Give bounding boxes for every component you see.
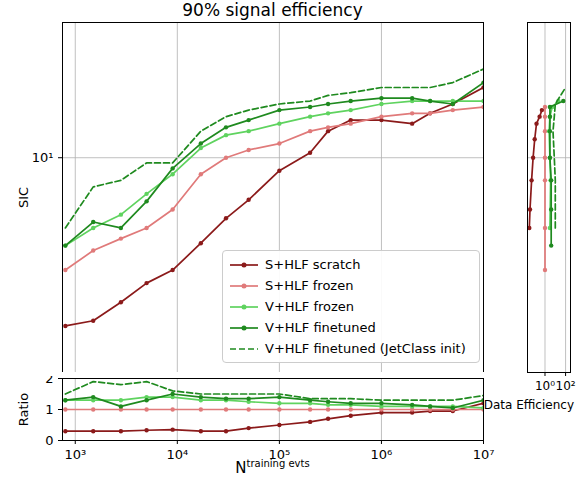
svg-text:10⁵: 10⁵ [268,446,291,462]
svg-text:0: 0 [45,433,53,448]
html-text:S+HLF scratch: S+HLF scratch [265,257,361,272]
html-text:S+HLF frozen: S+HLF frozen [265,278,354,293]
svg-text:Ratio: Ratio [16,393,31,426]
svg-text:10¹: 10¹ [32,150,54,165]
svg-text:10³: 10³ [64,447,86,462]
html-text:Ntraining evts: Ntraining evts [235,458,310,477]
svg-text:10⁴: 10⁴ [166,447,188,462]
html-text:V+HLF finetuned (JetClass init: V+HLF finetuned (JetClass init) [265,341,466,356]
html-text:Data Efficiency: Data Efficiency [483,398,574,412]
html-text:90% signal efficiency: 90% signal efficiency [182,0,363,20]
svg-text:2: 2 [45,376,53,386]
svg-text:10⁰: 10⁰ [535,379,555,393]
svg-text:10⁶: 10⁶ [371,447,393,462]
svg-text:10⁷: 10⁷ [473,447,495,462]
svg-text:SIC: SIC [16,187,31,208]
svg-text:10²: 10² [556,379,576,393]
svg-text:1: 1 [45,402,53,417]
html-text:V+HLF frozen: V+HLF frozen [265,299,355,314]
html-text:V+HLF finetuned: V+HLF finetuned [265,320,376,335]
